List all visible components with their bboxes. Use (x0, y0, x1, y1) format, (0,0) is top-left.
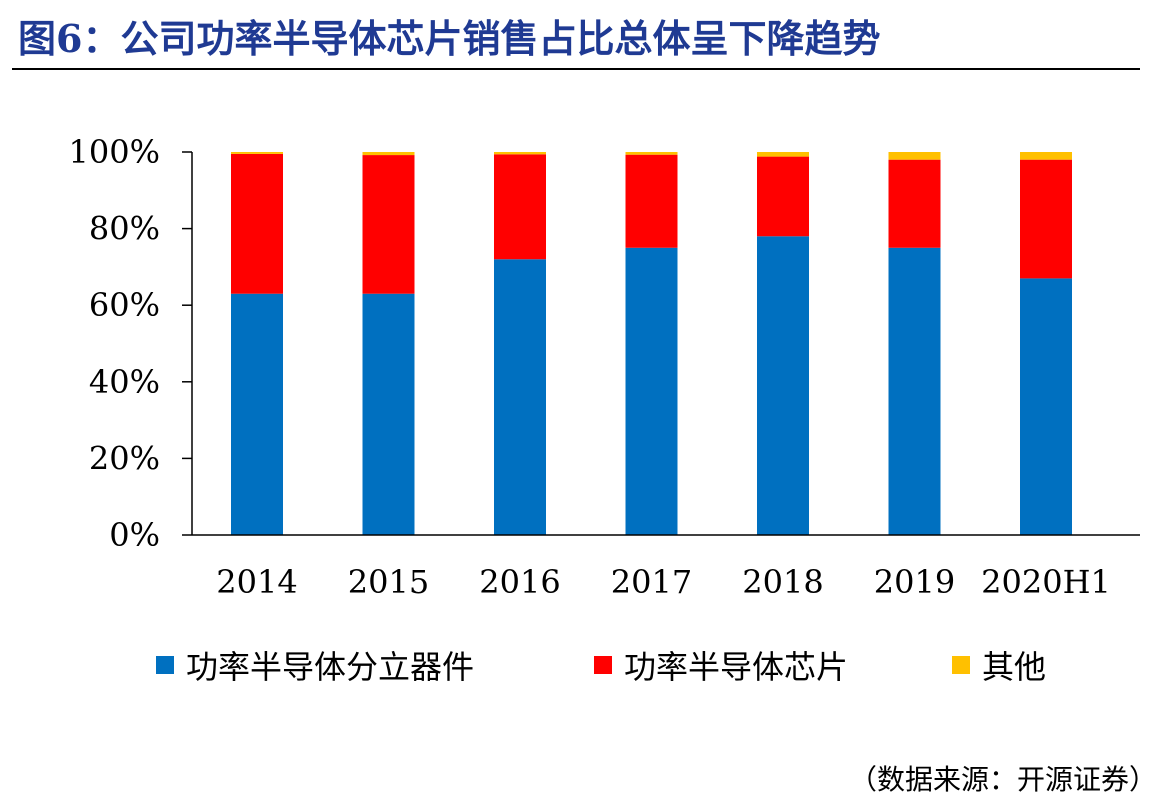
y-tick-label: 80% (89, 210, 160, 248)
title-divider (12, 68, 1140, 70)
bar-segment (757, 156, 809, 237)
bar-segment (231, 293, 283, 535)
y-tick-label: 100% (69, 133, 160, 171)
x-tick-label: 2016 (479, 563, 560, 601)
bar-segment (888, 247, 941, 535)
bar-segment (362, 155, 415, 294)
legend-swatch (594, 656, 612, 674)
y-tick-label: 60% (89, 286, 160, 324)
bar-segment (757, 236, 809, 535)
bar-segment (231, 153, 283, 294)
y-tick-label: 20% (89, 439, 160, 477)
x-tick-label: 2020H1 (981, 563, 1111, 601)
bar-segment (494, 154, 546, 260)
page-title: 图6：公司功率半导体芯片销售占比总体呈下降趋势 (18, 16, 881, 61)
bar-segment (1020, 159, 1072, 279)
legend-swatch (156, 656, 174, 674)
bar-segment (625, 154, 678, 248)
bar-segment (362, 293, 415, 535)
legend-swatch (952, 656, 970, 674)
bar-segment (1020, 152, 1072, 160)
bar-segment (757, 152, 809, 157)
bar-segment (1020, 278, 1072, 535)
bar-segment (888, 159, 941, 248)
x-tick-label: 2015 (348, 563, 429, 601)
x-tick-label: 2018 (742, 563, 823, 601)
bar-segment (625, 247, 678, 535)
bar-segment (494, 152, 546, 155)
bar-segment (888, 152, 941, 160)
bar-segment (625, 152, 678, 155)
bar-segment (494, 259, 546, 535)
x-tick-label: 2017 (611, 563, 692, 601)
bar-segment (231, 152, 283, 154)
legend-label: 其他 (982, 648, 1046, 686)
x-tick-label: 2019 (874, 563, 955, 601)
legend-label: 功率半导体分立器件 (186, 648, 474, 686)
stacked-bar-chart: 2014 2015 2016 2017 2018 2019 2020H1 0% 20% 40% 60… (69, 133, 1140, 686)
y-tick-label: 40% (89, 363, 160, 401)
y-tick-label: 0% (109, 516, 160, 554)
x-tick-label: 2014 (216, 563, 297, 601)
legend-label: 功率半导体芯片 (624, 648, 848, 686)
source-note: （数据来源：开源证券） (848, 763, 1157, 796)
bar-segment (362, 152, 415, 156)
